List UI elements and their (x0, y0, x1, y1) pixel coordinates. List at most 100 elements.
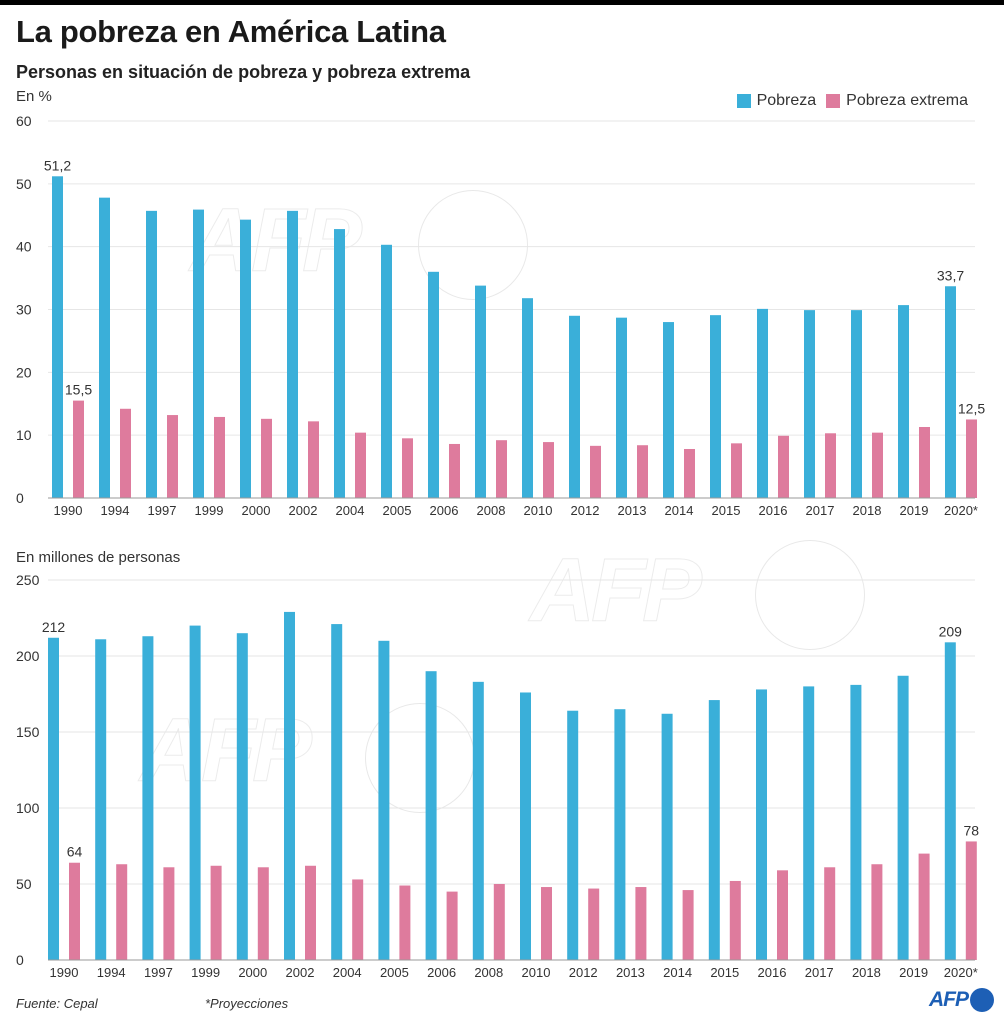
bar-pobreza (569, 315, 580, 498)
bar-pobreza (898, 305, 909, 498)
bar-pobreza-extrema (120, 408, 131, 498)
bar-pobreza-extrema (918, 853, 930, 960)
bar-pobreza (236, 633, 248, 960)
y-tick-label: 200 (16, 648, 40, 664)
afp-logo: AFP (929, 988, 994, 1012)
y-tick-label: 250 (16, 572, 40, 588)
legend-item-pobreza: Pobreza (736, 92, 817, 110)
x-tick-label: 2000 (238, 965, 267, 980)
y-tick-label: 10 (16, 427, 32, 443)
x-tick-label: 1990 (50, 965, 79, 980)
bar-pobreza (189, 625, 201, 960)
bar-pobreza (756, 689, 767, 960)
data-label: 51,2 (44, 157, 71, 173)
data-label: 78 (964, 822, 980, 838)
bar-pobreza (99, 197, 110, 498)
x-tick-label: 2008 (477, 503, 506, 518)
legend-swatch-pobreza (736, 94, 751, 108)
chart-subtitle: Personas en situación de pobreza y pobre… (16, 62, 471, 82)
x-tick-label: 2017 (806, 503, 835, 518)
bar-pobreza (334, 229, 345, 498)
data-label: 212 (42, 619, 66, 635)
bar-pobreza-extrema (824, 867, 836, 960)
bar-pobreza-extrema (308, 421, 319, 498)
bar-pobreza (146, 210, 157, 498)
bar-pobreza (616, 317, 627, 498)
y-tick-label: 20 (16, 364, 32, 380)
x-tick-label: 2010 (524, 503, 553, 518)
bar-pobreza-extrema (493, 884, 505, 960)
bar-pobreza (710, 315, 721, 498)
bar-pobreza-extrema (305, 865, 316, 960)
data-label: 64 (67, 844, 83, 860)
bar-pobreza-extrema (635, 887, 647, 960)
x-tick-label: 1997 (148, 503, 177, 518)
bar-pobreza (522, 298, 533, 498)
data-label: 15,5 (65, 382, 92, 398)
x-tick-label: 2018 (852, 965, 881, 980)
x-tick-label: 2016 (758, 965, 787, 980)
x-tick-label: 2006 (427, 965, 456, 980)
x-tick-label: 1990 (54, 503, 83, 518)
x-tick-label: 2017 (805, 965, 834, 980)
watermark-text: AFP (140, 701, 313, 802)
y-tick-label: 150 (16, 724, 40, 740)
bar-pobreza-extrema (965, 841, 977, 960)
projection-note: *Proyecciones (205, 996, 289, 1011)
bar-pobreza (475, 285, 486, 498)
bar-pobreza (52, 176, 63, 498)
legend-swatch-pobreza-extrema (826, 94, 841, 108)
x-tick-label: 2005 (380, 965, 409, 980)
bar-pobreza (851, 310, 862, 498)
x-tick-label: 2012 (571, 503, 600, 518)
bar-pobreza (897, 675, 909, 960)
bar-pobreza-extrema (541, 887, 552, 960)
bar-pobreza (661, 713, 673, 960)
x-tick-label: 2002 (286, 965, 315, 980)
x-tick-label: 1999 (191, 965, 220, 980)
x-tick-label: 2004 (336, 503, 365, 518)
bar-pobreza-extrema (399, 885, 411, 960)
bar-pobreza-extrema (919, 426, 930, 498)
x-tick-label: 2015 (712, 503, 741, 518)
watermark-text: AFP (190, 191, 363, 292)
bar-pobreza (193, 209, 204, 498)
bar-pobreza (428, 271, 439, 498)
data-label: 209 (939, 623, 963, 639)
bar-pobreza (95, 639, 107, 960)
bar-pobreza-extrema (777, 870, 788, 960)
x-tick-label: 1994 (97, 965, 126, 980)
legend-label: Pobreza extrema (846, 92, 968, 109)
bar-pobreza (944, 642, 956, 960)
legend-item-pobreza-extrema: Pobreza extrema (826, 92, 968, 110)
x-tick-label: 2006 (430, 503, 459, 518)
watermark-circle (418, 190, 528, 300)
y-tick-label: 40 (16, 239, 32, 255)
x-tick-label: 2005 (383, 503, 412, 518)
bar-pobreza (708, 700, 720, 960)
bar-pobreza-extrema (446, 891, 458, 960)
bar-pobreza-extrema (496, 440, 507, 498)
bar-pobreza-extrema (210, 865, 222, 960)
bar-pobreza (425, 671, 437, 960)
y-tick-label: 0 (16, 952, 24, 968)
top-bar (0, 0, 1004, 5)
legend: Pobreza Pobreza extrema (727, 92, 968, 110)
legend-label: Pobreza (756, 92, 817, 109)
bar-pobreza-extrema (778, 435, 789, 498)
afp-logo-dot-icon (970, 988, 994, 1012)
bar-pobreza-extrema (163, 867, 175, 960)
bar-pobreza-extrema (590, 445, 601, 498)
x-tick-label: 2012 (569, 965, 598, 980)
x-tick-label: 2019 (899, 965, 928, 980)
x-tick-label: 2020* (944, 503, 978, 518)
data-label: 12,5 (958, 400, 985, 416)
bar-pobreza (945, 286, 956, 498)
bar-pobreza (663, 322, 674, 498)
x-tick-label: 2013 (616, 965, 645, 980)
watermark-circle (755, 540, 865, 650)
bar-pobreza-extrema (731, 443, 742, 498)
chart1-unit-label: En % (16, 88, 52, 105)
x-tick-label: 1994 (101, 503, 130, 518)
bar-pobreza-extrema (214, 416, 225, 498)
